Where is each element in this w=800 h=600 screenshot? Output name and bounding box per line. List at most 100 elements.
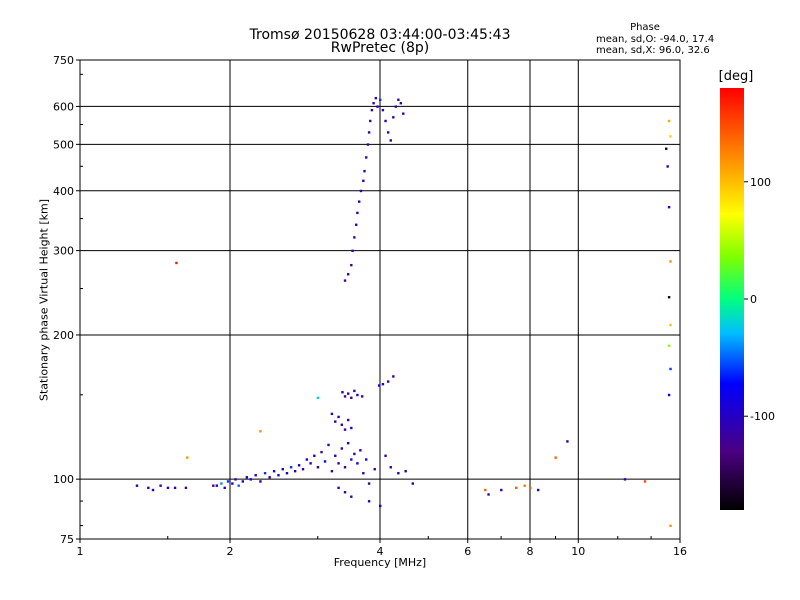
data-point bbox=[367, 131, 371, 134]
data-point bbox=[354, 223, 358, 226]
data-point bbox=[665, 147, 668, 150]
data-point bbox=[343, 466, 347, 469]
data-point bbox=[353, 452, 356, 456]
data-point bbox=[367, 482, 371, 485]
data-point bbox=[337, 462, 340, 465]
data-point bbox=[272, 469, 276, 473]
data-point bbox=[392, 375, 395, 378]
data-point bbox=[350, 396, 353, 399]
colorbar-ticks: 100 0 -100 bbox=[744, 176, 775, 423]
data-point bbox=[313, 454, 316, 457]
data-point bbox=[356, 393, 359, 397]
data-point bbox=[397, 98, 400, 101]
data-point bbox=[234, 478, 237, 481]
data-point bbox=[484, 488, 487, 492]
data-point bbox=[337, 415, 340, 419]
data-point bbox=[346, 392, 350, 395]
x-tick-label: 2 bbox=[227, 545, 234, 558]
data-point bbox=[340, 423, 344, 426]
data-point bbox=[237, 484, 240, 487]
data-point bbox=[389, 466, 392, 469]
data-point bbox=[301, 468, 305, 471]
data-point bbox=[350, 426, 353, 430]
data-point bbox=[392, 116, 395, 119]
data-point bbox=[323, 460, 327, 463]
data-point bbox=[351, 249, 354, 253]
axis-ticks: 1 2 4 6 8 10 16 75 100 200 300 400 500 600 750 bbox=[53, 54, 687, 558]
colorbar-tick-label: 0 bbox=[750, 293, 757, 306]
data-point bbox=[356, 462, 359, 465]
data-point bbox=[184, 486, 188, 490]
data-point bbox=[411, 482, 414, 485]
data-point bbox=[669, 524, 672, 527]
x-tick-label: 1 bbox=[77, 545, 84, 558]
data-point bbox=[366, 143, 370, 146]
data-point bbox=[404, 469, 407, 473]
data-point bbox=[353, 236, 356, 239]
data-point bbox=[223, 486, 226, 490]
data-point bbox=[343, 428, 347, 431]
data-point bbox=[343, 395, 347, 398]
x-tick-label: 10 bbox=[571, 545, 585, 558]
data-point bbox=[669, 367, 672, 371]
data-point bbox=[212, 484, 215, 487]
data-point bbox=[374, 96, 378, 100]
data-point bbox=[379, 98, 382, 101]
data-point bbox=[334, 454, 337, 457]
data-point bbox=[379, 504, 382, 508]
data-point bbox=[350, 495, 353, 498]
data-point bbox=[667, 119, 671, 123]
data-point bbox=[350, 458, 353, 461]
data-point bbox=[365, 458, 368, 461]
data-point bbox=[220, 482, 223, 485]
x-tick-label: 4 bbox=[377, 545, 384, 558]
data-point bbox=[320, 450, 323, 454]
data-point bbox=[175, 261, 178, 265]
data-point bbox=[186, 456, 189, 459]
data-point bbox=[281, 468, 284, 471]
data-point bbox=[334, 420, 337, 423]
colorbar-tick-label: 100 bbox=[750, 176, 771, 189]
data-point bbox=[293, 469, 297, 473]
data-point bbox=[330, 412, 334, 416]
data-point bbox=[643, 480, 647, 483]
data-point bbox=[384, 119, 387, 123]
data-point bbox=[487, 493, 490, 496]
data-point bbox=[365, 156, 368, 159]
colorbar-tick-label: -100 bbox=[750, 410, 775, 423]
data-point bbox=[173, 486, 177, 490]
data-point bbox=[386, 380, 390, 383]
data-point bbox=[376, 105, 379, 108]
colorbar bbox=[720, 88, 744, 510]
data-point bbox=[669, 323, 672, 327]
data-point bbox=[394, 105, 398, 108]
data-point bbox=[346, 441, 350, 445]
data-point bbox=[297, 464, 301, 467]
data-point bbox=[669, 260, 672, 263]
data-point bbox=[327, 443, 330, 447]
data-point bbox=[515, 486, 518, 490]
data-point bbox=[359, 189, 363, 193]
data-point bbox=[667, 205, 671, 209]
data-point bbox=[350, 263, 353, 267]
stats-heading: Phase bbox=[630, 22, 660, 33]
data-points bbox=[135, 96, 672, 527]
data-point bbox=[370, 108, 374, 112]
data-point bbox=[356, 211, 359, 215]
data-point bbox=[263, 472, 267, 475]
data-point bbox=[254, 474, 257, 477]
data-point bbox=[147, 486, 150, 490]
data-point bbox=[667, 393, 671, 397]
data-point bbox=[363, 169, 366, 173]
y-tick-label: 600 bbox=[53, 100, 74, 113]
stats-x-line: mean, sd,X: 96.0, 32.6 bbox=[596, 45, 710, 56]
data-point bbox=[523, 484, 526, 487]
data-point bbox=[362, 179, 365, 183]
data-point bbox=[500, 488, 503, 492]
data-point bbox=[135, 484, 139, 487]
data-point bbox=[566, 440, 569, 443]
data-point bbox=[554, 456, 557, 459]
data-point bbox=[316, 396, 320, 399]
y-tick-label: 75 bbox=[60, 533, 74, 546]
